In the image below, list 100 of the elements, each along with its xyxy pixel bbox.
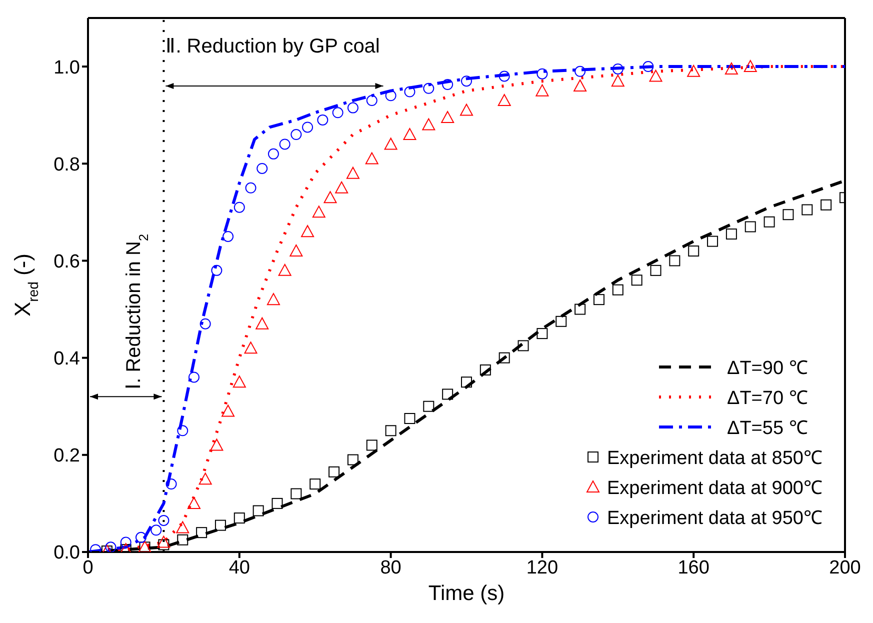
x-tick-label: 80	[380, 557, 402, 578]
point	[135, 532, 146, 543]
y-tick-label: 0.2	[54, 446, 80, 467]
point	[256, 162, 268, 174]
point	[150, 524, 162, 536]
point	[256, 317, 269, 330]
point	[536, 328, 548, 340]
point	[324, 191, 337, 204]
point	[385, 425, 396, 436]
point	[688, 246, 700, 257]
point	[211, 264, 222, 276]
point	[403, 128, 416, 140]
point	[332, 107, 344, 118]
point	[347, 454, 358, 466]
legend-label: ΔT=55 ℃	[727, 417, 809, 440]
point	[198, 472, 212, 485]
point	[724, 62, 738, 74]
point	[290, 244, 303, 257]
point	[536, 68, 548, 80]
point	[210, 438, 224, 451]
point	[234, 202, 245, 213]
point	[460, 104, 473, 116]
point	[214, 520, 226, 531]
y-tick-label: 0.0	[54, 542, 80, 564]
point	[232, 376, 246, 388]
point	[252, 505, 264, 516]
point	[574, 79, 587, 92]
point	[404, 413, 416, 424]
point	[650, 264, 662, 276]
point	[196, 527, 208, 538]
point	[802, 204, 813, 216]
y-tick-label: 0.8	[54, 154, 80, 176]
point	[365, 152, 378, 164]
point	[105, 542, 116, 552]
x-axis-title: Time (s)	[428, 582, 505, 605]
point	[335, 181, 348, 194]
point	[279, 138, 290, 150]
point	[669, 255, 680, 266]
point	[245, 182, 256, 194]
point	[157, 536, 170, 548]
y-tick-label: 0.4	[54, 348, 80, 370]
x-tick-label: 0	[82, 557, 94, 578]
point	[177, 425, 188, 436]
point	[188, 372, 200, 383]
point	[423, 400, 434, 412]
annotation: Ⅱ. Reduction by GP coal	[166, 36, 380, 58]
point	[346, 166, 360, 179]
legend-label: Experiment data at 900℃	[607, 477, 824, 500]
point	[385, 90, 396, 102]
point	[234, 512, 245, 524]
point	[782, 209, 794, 220]
point	[574, 66, 586, 77]
point	[744, 221, 756, 232]
point	[461, 76, 472, 87]
point	[177, 534, 188, 546]
point	[631, 274, 642, 286]
y-tick-label: 1.0	[54, 57, 80, 78]
point	[611, 74, 624, 87]
point	[301, 225, 314, 238]
point	[820, 199, 832, 210]
point	[593, 294, 604, 306]
point	[328, 466, 340, 478]
point	[423, 82, 434, 94]
point	[441, 111, 454, 124]
point	[442, 79, 454, 90]
point	[278, 264, 292, 276]
point	[536, 84, 549, 96]
point	[574, 304, 586, 315]
y-tick-label: 0.6	[54, 251, 80, 272]
point	[687, 64, 700, 77]
point	[556, 316, 567, 327]
point	[422, 118, 436, 130]
point	[498, 70, 510, 82]
point	[498, 94, 511, 106]
point	[266, 293, 280, 306]
point	[317, 114, 328, 126]
point	[268, 148, 279, 160]
point	[366, 440, 378, 451]
point	[518, 340, 529, 352]
point	[404, 86, 416, 98]
point	[347, 102, 358, 114]
x-tick-label: 120	[526, 557, 558, 578]
point	[310, 478, 321, 490]
x-tick-label: 40	[228, 557, 250, 578]
point	[200, 318, 211, 330]
point	[461, 376, 472, 388]
legend-label: ΔT=70 ℃	[727, 387, 809, 410]
point	[498, 352, 510, 364]
point	[649, 70, 662, 82]
point	[158, 514, 170, 526]
point	[166, 478, 177, 490]
point	[222, 230, 234, 242]
point	[176, 521, 190, 534]
point	[158, 539, 170, 550]
point	[384, 138, 398, 150]
point	[244, 342, 258, 354]
x-tick-label: 200	[829, 557, 861, 578]
point	[290, 488, 302, 500]
point	[290, 129, 302, 140]
point	[726, 228, 737, 240]
